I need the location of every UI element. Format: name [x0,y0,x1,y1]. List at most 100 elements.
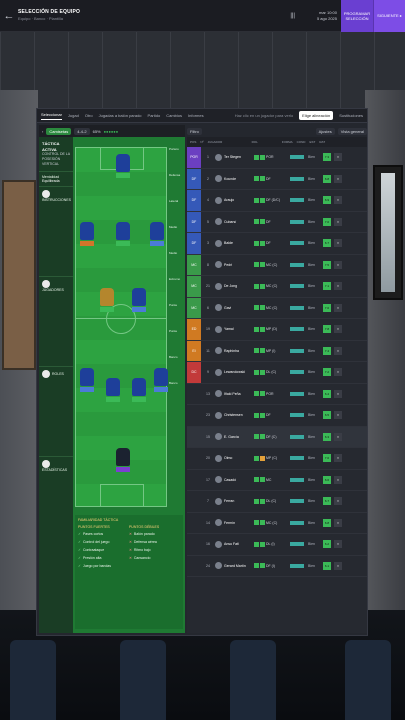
options-icon[interactable]: ▾ [334,454,342,463]
table-row[interactable]: DF 5 Cubarsí DF Bien 7.0 ▾ [187,211,367,233]
player-name[interactable]: Ansu Fati [224,542,239,547]
options-icon[interactable]: ▾ [334,561,342,570]
options-icon[interactable]: ▾ [334,282,342,291]
settings-button[interactable]: Ajustes [315,127,335,135]
instructions-section[interactable]: INSTRUCCIONES [39,185,73,276]
table-row[interactable]: 14 Fermín MC (C) Bien 6.8 ▾ [187,513,367,534]
options-icon[interactable]: ▾ [334,411,342,420]
tab-match[interactable]: Partido [147,113,161,118]
col-header[interactable]: JUGADOR [207,140,223,144]
options-icon[interactable]: ▾ [334,260,342,269]
options-icon[interactable]: ▾ [334,389,342,398]
player-name[interactable]: Gerard Martín [224,563,246,568]
filter-button[interactable]: Filtro [187,127,202,135]
options-icon[interactable]: ▾ [334,540,342,549]
player-slot[interactable] [80,368,94,392]
table-row[interactable]: MC 6 Gavi MC (C) Bien 7.0 ▾ [187,297,367,319]
tab-set-pieces[interactable]: Jugadas a balón parado [98,113,142,118]
options-icon[interactable]: ▾ [334,432,342,441]
col-header[interactable]: RAT [319,140,326,144]
table-row[interactable]: 13 Iñaki Peña POR Bien 6.4 ▾ [187,384,367,405]
player-name[interactable]: Lewandowski [224,370,246,375]
collapse-icon[interactable]: ‹ [42,128,44,134]
options-icon[interactable]: ▾ [334,346,342,355]
player-name[interactable]: Christensen [224,413,243,418]
mentality-section[interactable]: Mentalidad Equilibrada [39,170,73,186]
choose-lineup-button[interactable]: Elige alineación [299,111,334,120]
table-row[interactable]: DF 3 Balde DF Bien 6.7 ▾ [187,233,367,255]
player-slot[interactable] [106,378,120,402]
schedule-selection-button[interactable]: PROGRAMAR SELECCIÓN [341,0,373,32]
player-name[interactable]: Olmo [224,456,233,461]
table-row[interactable]: MC 8 Pedri MC (C) Bien 7.5 ▾ [187,254,367,276]
kit-mode-chip[interactable]: Camisetas [46,127,72,135]
options-icon[interactable]: ▾ [334,217,342,226]
player-name[interactable]: Fermín [224,520,236,525]
player-name[interactable]: E. García [224,434,239,439]
table-row[interactable]: 16 Ansu Fati DL (I) Bien 6.2 ▾ [187,534,367,556]
table-row[interactable]: POR 1 Ter Stegen POR Bien 7.3 ▾ [187,147,367,169]
substitutions-button[interactable]: Sustituciones [339,113,363,118]
tab-other[interactable]: Otro [84,113,93,118]
options-icon[interactable]: ▾ [334,196,342,205]
options-icon[interactable]: ▾ [334,497,342,506]
player-name[interactable]: Casadó [224,477,237,482]
table-row[interactable]: 20 Olmo MP (C) Bien 7.0 ▾ [187,448,367,470]
table-row[interactable]: 17 Casadó MC Bien 6.6 ▾ [187,470,367,491]
tab-reports[interactable]: Informes [188,113,204,118]
player-slot[interactable] [100,288,114,312]
roles-section[interactable]: ROLES [39,365,73,456]
options-icon[interactable]: ▾ [334,174,342,183]
player-slot[interactable] [150,222,164,246]
player-name[interactable]: De Jong [224,284,238,289]
table-row[interactable]: 15 E. García DF (C) Bien 6.3 ▾ [187,426,367,448]
table-row[interactable]: ED 19 Yamal MP (D) Bien 7.8 ▾ [187,319,367,341]
table-row[interactable]: EI 11 Raphinha MP (I) Bien 7.4 ▾ [187,340,367,362]
table-row[interactable]: DF 2 Kounde DF Bien 6.8 ▾ [187,168,367,190]
player-slot[interactable] [132,288,146,312]
player-name[interactable]: Raphinha [224,348,239,353]
stats-section[interactable]: ESTADÍSTICAS [39,455,73,546]
options-icon[interactable]: ▾ [334,368,342,377]
formation-select[interactable]: 4-4-2 [74,127,90,135]
table-row[interactable]: 24 Gerard Martín DF (I) Bien 6.1 ▾ [187,556,367,577]
table-row[interactable]: MC 21 De Jong MC (C) Bien 7.1 ▾ [187,276,367,298]
options-icon[interactable]: ▾ [334,303,342,312]
col-header[interactable]: Nº [200,140,204,144]
col-header[interactable]: ROL [251,140,258,144]
continue-button[interactable]: SIGUIENTE ▸ [373,0,405,32]
col-header[interactable]: COND [296,140,306,144]
player-name[interactable]: Iñaki Peña [224,391,241,396]
col-header[interactable]: FORMA [281,140,293,144]
table-row[interactable]: DC 9 Lewandowski DL (C) Bien 7.2 ▾ [187,362,367,384]
back-arrow-icon[interactable]: ← [3,9,15,22]
table-row[interactable]: 7 Ferran DL (C) Bien 6.7 ▾ [187,491,367,513]
player-slot[interactable] [154,368,168,392]
player-name[interactable]: Pedri [224,262,233,267]
options-icon[interactable]: ▾ [334,153,342,162]
player-name[interactable]: Araujo [224,198,235,203]
tab-select[interactable]: Seleccionar [41,112,62,120]
table-row[interactable]: 23 Christensen DF Bien 6.5 ▾ [187,405,367,427]
player-slot[interactable] [132,378,146,402]
options-icon[interactable]: ▾ [334,518,342,527]
options-icon[interactable]: ▾ [334,475,342,484]
player-slot[interactable] [80,222,94,246]
player-name[interactable]: Kounde [224,176,237,181]
tab-changes[interactable]: Cambios [166,113,183,118]
table-row[interactable]: DF 4 Araujo DF (D/C) Bien 6.9 ▾ [187,190,367,212]
player-name[interactable]: Ter Stegen [224,155,241,160]
player-slot[interactable] [116,154,130,178]
col-header[interactable]: EST [309,140,316,144]
player-name[interactable]: Yamal [224,327,234,332]
goalkeeper-slot[interactable] [116,448,130,472]
options-icon[interactable]: ▾ [334,325,342,334]
player-name[interactable]: Cubarsí [224,219,237,224]
col-header[interactable]: POS [190,140,197,144]
player-name[interactable]: Ferran [224,499,235,504]
player-slot[interactable] [116,222,130,246]
view-select[interactable]: Vista general [337,127,367,135]
player-name[interactable]: Balde [224,241,233,246]
options-icon[interactable]: ▾ [334,239,342,248]
tab-players[interactable]: Jugad [67,113,79,118]
